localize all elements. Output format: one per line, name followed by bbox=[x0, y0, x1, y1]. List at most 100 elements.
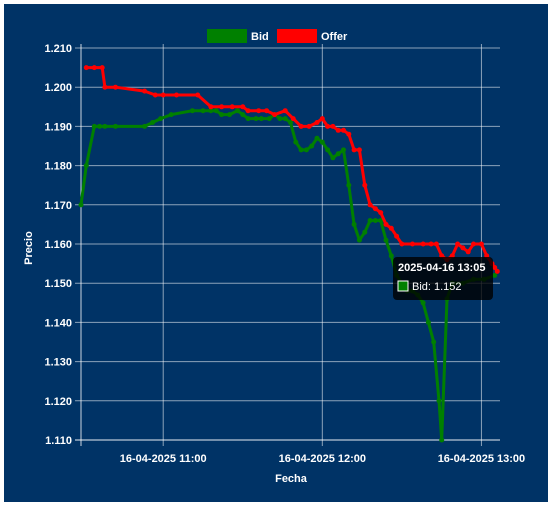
data-point-bid bbox=[213, 108, 219, 114]
y-tick-label: 1.170 bbox=[44, 200, 72, 212]
data-point-bid bbox=[277, 116, 283, 122]
data-point-bid bbox=[78, 202, 84, 208]
data-point-offer bbox=[83, 65, 89, 71]
data-point-bid bbox=[266, 116, 272, 122]
data-point-bid bbox=[378, 218, 384, 223]
y-tick-label: 1.110 bbox=[45, 435, 72, 447]
data-point-bid bbox=[319, 139, 325, 145]
tooltip: 2025-04-16 13:05 Bid: 1.152 bbox=[393, 257, 493, 300]
y-tick-label: 1.140 bbox=[44, 317, 72, 329]
data-point-offer bbox=[351, 147, 357, 153]
data-point-offer bbox=[356, 147, 362, 153]
data-point-bid bbox=[309, 143, 315, 149]
data-point-offer bbox=[346, 131, 352, 137]
y-axis-ticks: 1.210 1.200 1.190 1.180 1.170 1.160 1.150 1.140… bbox=[44, 43, 72, 447]
data-point-offer bbox=[282, 108, 288, 114]
data-point-offer bbox=[428, 241, 434, 247]
data-point-offer bbox=[160, 92, 166, 98]
y-tick-label: 1.160 bbox=[44, 239, 72, 251]
data-point-bid bbox=[346, 182, 352, 188]
data-point-bid bbox=[253, 116, 259, 122]
data-point-offer bbox=[465, 249, 471, 255]
data-point-offer bbox=[256, 108, 262, 114]
data-point-bid bbox=[362, 229, 368, 235]
data-point-bid bbox=[158, 116, 164, 122]
data-point-offer bbox=[460, 245, 466, 251]
data-point-offer bbox=[264, 108, 270, 114]
data-point-bid bbox=[351, 221, 357, 227]
data-point-bid bbox=[168, 112, 174, 118]
data-point-bid bbox=[367, 218, 373, 223]
legend-swatch-bid bbox=[207, 29, 247, 43]
data-point-bid bbox=[258, 116, 264, 122]
data-point-bid bbox=[341, 147, 346, 153]
series bbox=[78, 65, 500, 443]
data-point-bid bbox=[102, 123, 108, 129]
data-point-bid bbox=[388, 253, 394, 259]
tooltip-label: Bid: 1.152 bbox=[412, 281, 462, 293]
data-point-bid bbox=[282, 116, 288, 122]
data-point-offer bbox=[330, 123, 336, 129]
chart-panel: 1.210 1.200 1.190 1.180 1.170 1.160 1.150 1.140… bbox=[4, 4, 548, 502]
legend[interactable]: Bid Offer bbox=[207, 29, 348, 43]
data-point-offer bbox=[298, 123, 304, 129]
data-point-offer bbox=[102, 84, 108, 90]
data-point-offer bbox=[290, 116, 296, 122]
data-point-offer bbox=[314, 120, 320, 125]
legend-label-offer: Offer bbox=[321, 31, 348, 43]
y-tick-label: 1.120 bbox=[44, 396, 72, 408]
data-point-offer bbox=[306, 123, 312, 129]
data-point-offer bbox=[229, 104, 235, 110]
data-point-bid bbox=[219, 112, 225, 118]
data-point-bid bbox=[436, 398, 442, 404]
data-point-bid bbox=[335, 151, 341, 157]
data-point-offer bbox=[152, 92, 158, 98]
data-point-offer bbox=[142, 88, 148, 94]
data-point-bid bbox=[303, 147, 309, 153]
data-point-offer bbox=[394, 233, 400, 239]
data-point-bid bbox=[97, 123, 103, 129]
legend-item-bid[interactable]: Bid bbox=[207, 29, 269, 43]
data-point-bid bbox=[420, 300, 426, 306]
data-point-offer bbox=[91, 65, 97, 71]
legend-item-offer[interactable]: Offer bbox=[277, 29, 348, 43]
data-point-bid bbox=[431, 339, 437, 345]
data-point-bid bbox=[439, 437, 445, 443]
data-point-bid bbox=[150, 120, 156, 125]
data-point-bid bbox=[227, 112, 232, 118]
data-point-offer bbox=[492, 265, 498, 270]
data-point-offer bbox=[399, 241, 405, 247]
x-axis-ticks: 16-04-2025 11:00 16-04-2025 12:00 16-04-20… bbox=[120, 453, 525, 465]
data-point-bid bbox=[372, 218, 378, 223]
data-point-offer bbox=[410, 241, 415, 247]
data-point-offer bbox=[219, 104, 225, 110]
data-point-offer bbox=[420, 241, 426, 247]
tooltip-box bbox=[393, 257, 493, 300]
data-point-offer bbox=[378, 210, 384, 216]
data-point-offer bbox=[325, 123, 331, 129]
data-point-bid bbox=[240, 112, 246, 118]
data-point-offer bbox=[240, 104, 246, 110]
y-tick-label: 1.210 bbox=[44, 43, 72, 55]
data-point-bid bbox=[330, 155, 336, 161]
data-point-offer bbox=[471, 241, 476, 247]
data-point-offer bbox=[245, 108, 251, 114]
x-axis-title: Fecha bbox=[275, 473, 308, 485]
data-point-bid bbox=[288, 120, 293, 125]
data-point-bid bbox=[325, 147, 331, 153]
series-bid bbox=[78, 108, 498, 443]
data-point-offer bbox=[208, 104, 214, 110]
price-chart: 1.210 1.200 1.190 1.180 1.170 1.160 1.150 1.140… bbox=[23, 29, 525, 485]
data-point-bid bbox=[200, 108, 206, 114]
data-point-offer bbox=[319, 116, 325, 122]
data-point-bid bbox=[91, 123, 97, 129]
data-point-offer bbox=[272, 112, 278, 118]
data-point-bid bbox=[189, 108, 195, 114]
data-point-bid bbox=[425, 319, 431, 325]
data-point-offer bbox=[174, 92, 179, 98]
y-tick-label: 1.130 bbox=[44, 357, 72, 369]
data-point-offer bbox=[195, 92, 201, 98]
data-point-offer bbox=[455, 241, 461, 247]
data-point-bid bbox=[208, 108, 214, 114]
